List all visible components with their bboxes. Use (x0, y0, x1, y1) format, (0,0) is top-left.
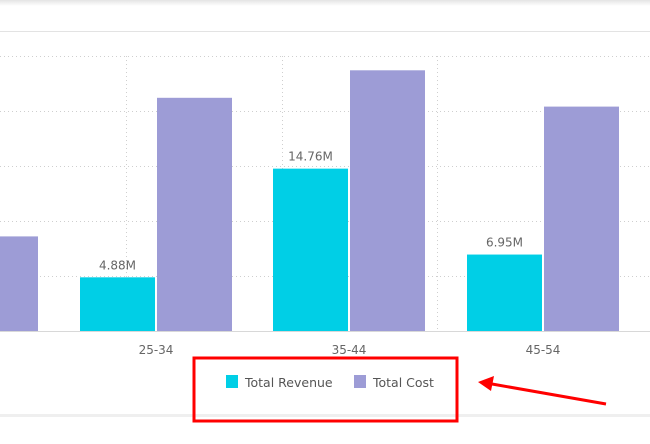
bar-revenue (467, 254, 542, 331)
bar-cost (157, 97, 232, 331)
bar-cost (544, 106, 619, 331)
x-tick-label: 25-34 (139, 343, 174, 357)
x-tick-label: 35-44 (332, 343, 367, 357)
bottom-divider (0, 414, 650, 417)
bar-revenue (80, 277, 155, 331)
data-label: 14.76M (288, 150, 333, 164)
top-shadow (0, 0, 650, 6)
legend-label: Total Cost (372, 375, 434, 390)
annotation-arrow-shaft (491, 382, 607, 406)
data-label: 4.88M (99, 258, 136, 272)
annotation-arrow-head (478, 376, 494, 391)
highlight-box (192, 356, 459, 423)
bar-revenue (273, 168, 348, 331)
x-tick-label: 45-54 (526, 343, 561, 357)
legend-swatch-revenue (226, 375, 238, 388)
legend-label: Total Revenue (244, 375, 333, 390)
legend-swatch-cost (354, 375, 366, 388)
bar-cost (0, 236, 38, 331)
bar-cost (350, 70, 425, 332)
data-label: 6.95M (486, 236, 523, 250)
